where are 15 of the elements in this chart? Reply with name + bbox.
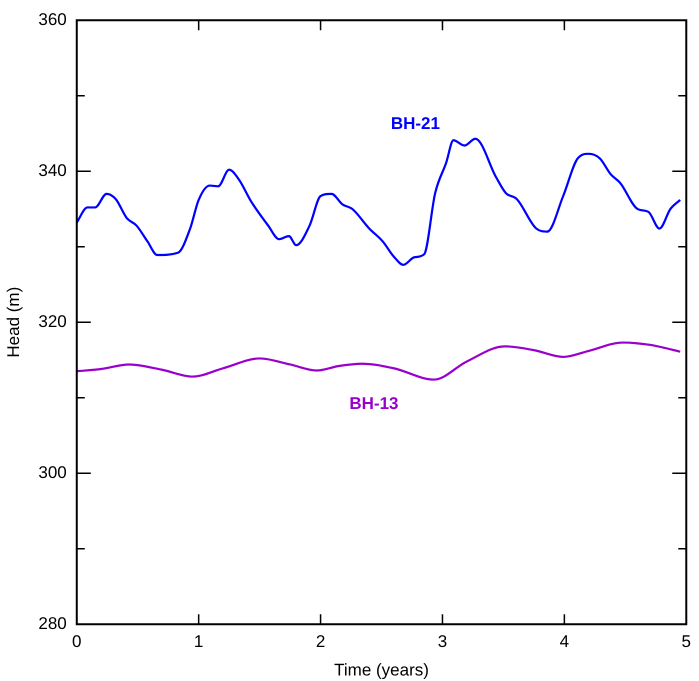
y-axis-title: Head (m) <box>4 286 23 358</box>
x-tick-label: 4 <box>560 632 570 652</box>
x-axis-title: Time (years) <box>334 660 429 680</box>
series-label: BH-13 <box>349 394 398 413</box>
x-tick-label: 0 <box>72 632 82 652</box>
x-tick-label: 5 <box>682 632 692 652</box>
x-tick-label: 3 <box>438 632 448 652</box>
x-tick-label: 1 <box>194 632 204 652</box>
x-tick-label: 2 <box>316 632 326 652</box>
series-label: BH-21 <box>390 114 440 133</box>
y-tick-label: 360 <box>38 10 67 29</box>
y-tick-label: 280 <box>38 614 67 633</box>
y-tick-label: 320 <box>38 312 67 331</box>
y-tick-label: 300 <box>38 462 67 482</box>
y-tick-label: 340 <box>38 160 67 180</box>
